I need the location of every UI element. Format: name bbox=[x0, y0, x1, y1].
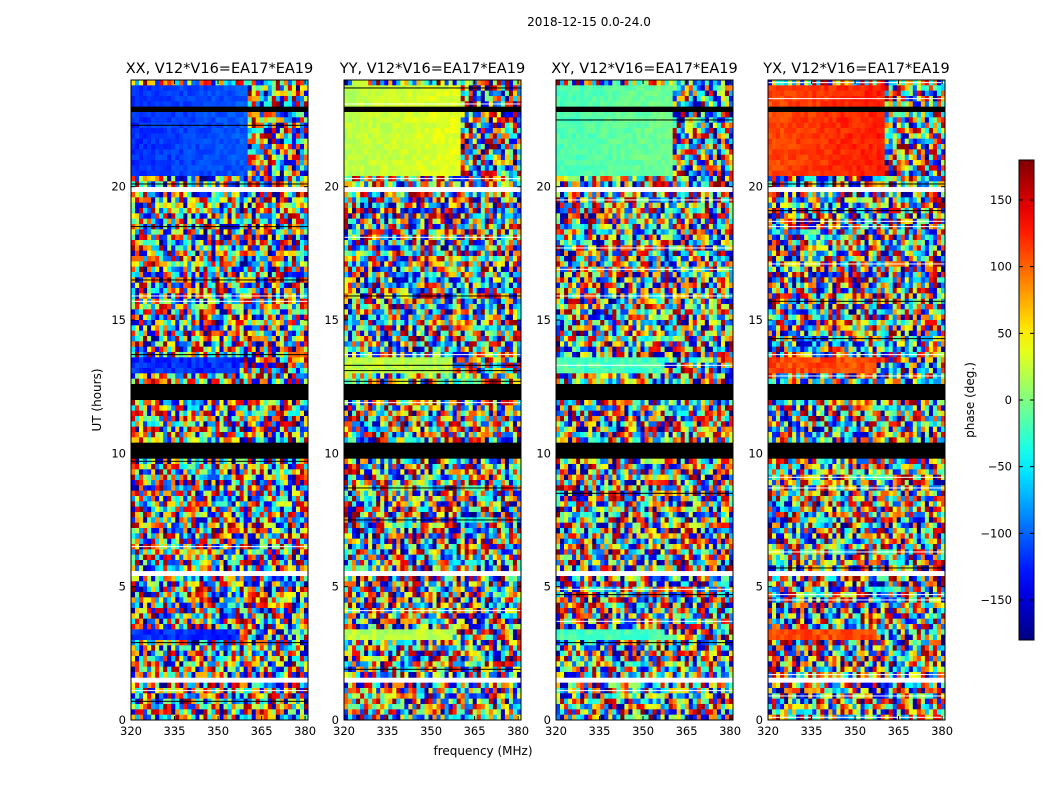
panel-title: YY, V12*V16=EA17*EA19 bbox=[339, 61, 525, 77]
panel-title: XY, V12*V16=EA17*EA19 bbox=[551, 61, 737, 77]
x-tick-label: 350 bbox=[420, 724, 442, 738]
colorbar-tick-label: 0 bbox=[1005, 393, 1012, 407]
x-tick-label: 380 bbox=[931, 724, 953, 738]
panel-2-heatmap bbox=[344, 80, 521, 720]
y-tick-label: 20 bbox=[324, 180, 339, 194]
y-tick-label: 0 bbox=[544, 713, 551, 727]
x-tick-label: 365 bbox=[251, 724, 273, 738]
colorbar-label: phase (deg.) bbox=[963, 362, 977, 438]
x-tick-label: 365 bbox=[888, 724, 910, 738]
y-tick-label: 0 bbox=[332, 713, 339, 727]
y-tick-label: 5 bbox=[756, 580, 763, 594]
colorbar-tick-label: 100 bbox=[990, 260, 1012, 274]
x-tick-label: 335 bbox=[589, 724, 611, 738]
x-axis-label: frequency (MHz) bbox=[433, 744, 532, 758]
y-axis-label: UT (hours) bbox=[90, 368, 104, 431]
x-tick-label: 380 bbox=[507, 724, 529, 738]
colorbar-tick-label: −150 bbox=[980, 593, 1012, 607]
y-tick-label: 0 bbox=[756, 713, 763, 727]
x-tick-label: 350 bbox=[207, 724, 229, 738]
y-tick-label: 20 bbox=[111, 180, 126, 194]
colorbar-tick-label: 50 bbox=[997, 326, 1012, 340]
y-tick-label: 15 bbox=[536, 313, 551, 327]
y-tick-label: 10 bbox=[111, 446, 126, 460]
y-tick-label: 5 bbox=[119, 580, 126, 594]
x-tick-label: 365 bbox=[676, 724, 698, 738]
x-tick-label: 380 bbox=[294, 724, 316, 738]
panel-3-heatmap bbox=[556, 80, 733, 720]
panel-3 bbox=[556, 80, 733, 720]
x-tick-label: 350 bbox=[844, 724, 866, 738]
y-tick-label: 20 bbox=[536, 180, 551, 194]
figure-suptitle: 2018-12-15 0.0-24.0 bbox=[527, 15, 651, 29]
x-tick-label: 380 bbox=[719, 724, 741, 738]
y-tick-label: 0 bbox=[119, 713, 126, 727]
colorbar-tick-label: 150 bbox=[990, 193, 1012, 207]
x-tick-label: 335 bbox=[164, 724, 186, 738]
panel-4-heatmap bbox=[768, 80, 945, 720]
panel-title: XX, V12*V16=EA17*EA19 bbox=[126, 61, 314, 77]
y-tick-label: 15 bbox=[111, 313, 126, 327]
x-tick-label: 365 bbox=[464, 724, 486, 738]
colorbar-tick-label: −100 bbox=[980, 526, 1012, 540]
y-tick-label: 15 bbox=[324, 313, 339, 327]
x-tick-label: 335 bbox=[377, 724, 399, 738]
y-tick-label: 10 bbox=[536, 446, 551, 460]
y-tick-label: 5 bbox=[332, 580, 339, 594]
colorbar-tick-label: −50 bbox=[988, 460, 1012, 474]
panel-title: YX, V12*V16=EA17*EA19 bbox=[762, 61, 949, 77]
y-tick-label: 5 bbox=[544, 580, 551, 594]
panel-2 bbox=[344, 80, 521, 720]
y-tick-label: 10 bbox=[324, 446, 339, 460]
x-tick-label: 335 bbox=[801, 724, 823, 738]
panel-4 bbox=[768, 80, 945, 720]
panel-1 bbox=[131, 80, 308, 720]
y-tick-label: 10 bbox=[748, 446, 763, 460]
x-tick-label: 350 bbox=[632, 724, 654, 738]
y-tick-label: 20 bbox=[748, 180, 763, 194]
y-tick-label: 15 bbox=[748, 313, 763, 327]
panel-1-heatmap bbox=[131, 80, 308, 720]
